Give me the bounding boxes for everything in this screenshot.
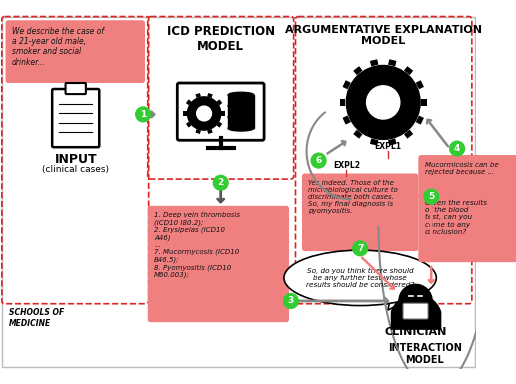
Text: So, do you think there should
be any further test whose
results should be consid: So, do you think there should be any fur… (306, 268, 414, 288)
Bar (228, 117, 254, 128)
Circle shape (424, 189, 439, 204)
Circle shape (283, 293, 298, 308)
Text: SCHOOLS OF
MEDICINE: SCHOOLS OF MEDICINE (9, 308, 64, 328)
Circle shape (136, 107, 151, 122)
Bar (228, 106, 254, 117)
FancyBboxPatch shape (196, 93, 201, 98)
FancyBboxPatch shape (343, 116, 351, 124)
Text: Yes indeed. Those of the
microbiological culture to
discriminate both cases.
So,: Yes indeed. Those of the microbiological… (309, 180, 398, 214)
FancyBboxPatch shape (186, 122, 191, 127)
Text: 2: 2 (218, 178, 224, 187)
Text: 5: 5 (428, 192, 434, 201)
FancyBboxPatch shape (370, 139, 378, 146)
Text: 7: 7 (357, 244, 363, 253)
FancyBboxPatch shape (178, 83, 264, 140)
Circle shape (311, 153, 326, 168)
Text: ICD PREDICTION
MODEL: ICD PREDICTION MODEL (167, 25, 275, 53)
FancyBboxPatch shape (221, 111, 225, 116)
Text: 6: 6 (315, 156, 321, 165)
FancyBboxPatch shape (416, 116, 424, 124)
FancyBboxPatch shape (207, 93, 213, 98)
FancyBboxPatch shape (6, 20, 145, 83)
FancyBboxPatch shape (404, 66, 413, 75)
Text: 1. Deep vein thrombosis
(ICD10 I80.2);
2. Erysipelas (ICD10
A46)
...
7. Mucormyc: 1. Deep vein thrombosis (ICD10 I80.2); 2… (154, 212, 240, 278)
FancyBboxPatch shape (370, 59, 378, 66)
FancyBboxPatch shape (148, 206, 289, 322)
Circle shape (197, 106, 212, 121)
FancyBboxPatch shape (183, 111, 187, 116)
FancyBboxPatch shape (66, 83, 86, 94)
FancyBboxPatch shape (302, 174, 418, 251)
Circle shape (187, 97, 221, 130)
FancyBboxPatch shape (340, 99, 345, 106)
Text: ARGUMENTATIVE EXPLANATION
MODEL: ARGUMENTATIVE EXPLANATION MODEL (285, 25, 482, 46)
Circle shape (366, 86, 400, 119)
FancyBboxPatch shape (196, 129, 201, 134)
Text: Mucormicosis can be
rejected because ...: Mucormicosis can be rejected because ... (425, 162, 498, 175)
Circle shape (399, 284, 432, 318)
Circle shape (353, 241, 367, 256)
FancyBboxPatch shape (186, 99, 191, 105)
Text: 4: 4 (454, 144, 460, 153)
Text: EXPL2: EXPL2 (333, 161, 360, 170)
Circle shape (213, 175, 228, 190)
Circle shape (450, 141, 464, 156)
Text: 1: 1 (140, 110, 146, 119)
Text: Given the results
of the blood
test, can you
come to any
conclusion?: Given the results of the blood test, can… (425, 200, 487, 235)
FancyBboxPatch shape (404, 130, 413, 139)
FancyBboxPatch shape (217, 122, 222, 127)
FancyBboxPatch shape (388, 139, 396, 146)
Text: EXPL1: EXPL1 (374, 142, 401, 151)
FancyBboxPatch shape (421, 99, 427, 106)
Bar (228, 95, 254, 106)
Ellipse shape (228, 114, 254, 120)
Polygon shape (388, 291, 423, 310)
FancyBboxPatch shape (388, 59, 396, 66)
FancyBboxPatch shape (207, 129, 213, 134)
Text: 3: 3 (288, 296, 294, 305)
Ellipse shape (228, 103, 254, 109)
Text: CLINICIAN: CLINICIAN (384, 327, 447, 337)
FancyBboxPatch shape (217, 99, 222, 105)
Text: (clinical cases): (clinical cases) (42, 165, 109, 174)
FancyBboxPatch shape (343, 80, 351, 89)
FancyBboxPatch shape (52, 89, 99, 147)
FancyBboxPatch shape (418, 194, 516, 262)
Ellipse shape (228, 92, 254, 98)
Circle shape (346, 66, 420, 139)
FancyBboxPatch shape (418, 155, 516, 199)
FancyBboxPatch shape (416, 80, 424, 89)
FancyBboxPatch shape (353, 130, 363, 139)
FancyBboxPatch shape (403, 303, 428, 319)
Ellipse shape (228, 126, 254, 131)
Text: We describe the case of
a 21-year old male,
smoker and social
drinker...: We describe the case of a 21-year old ma… (12, 27, 104, 67)
Text: INPUT: INPUT (54, 153, 97, 166)
FancyBboxPatch shape (353, 66, 363, 75)
Ellipse shape (284, 250, 437, 306)
Text: INTERACTION
MODEL: INTERACTION MODEL (388, 343, 462, 365)
